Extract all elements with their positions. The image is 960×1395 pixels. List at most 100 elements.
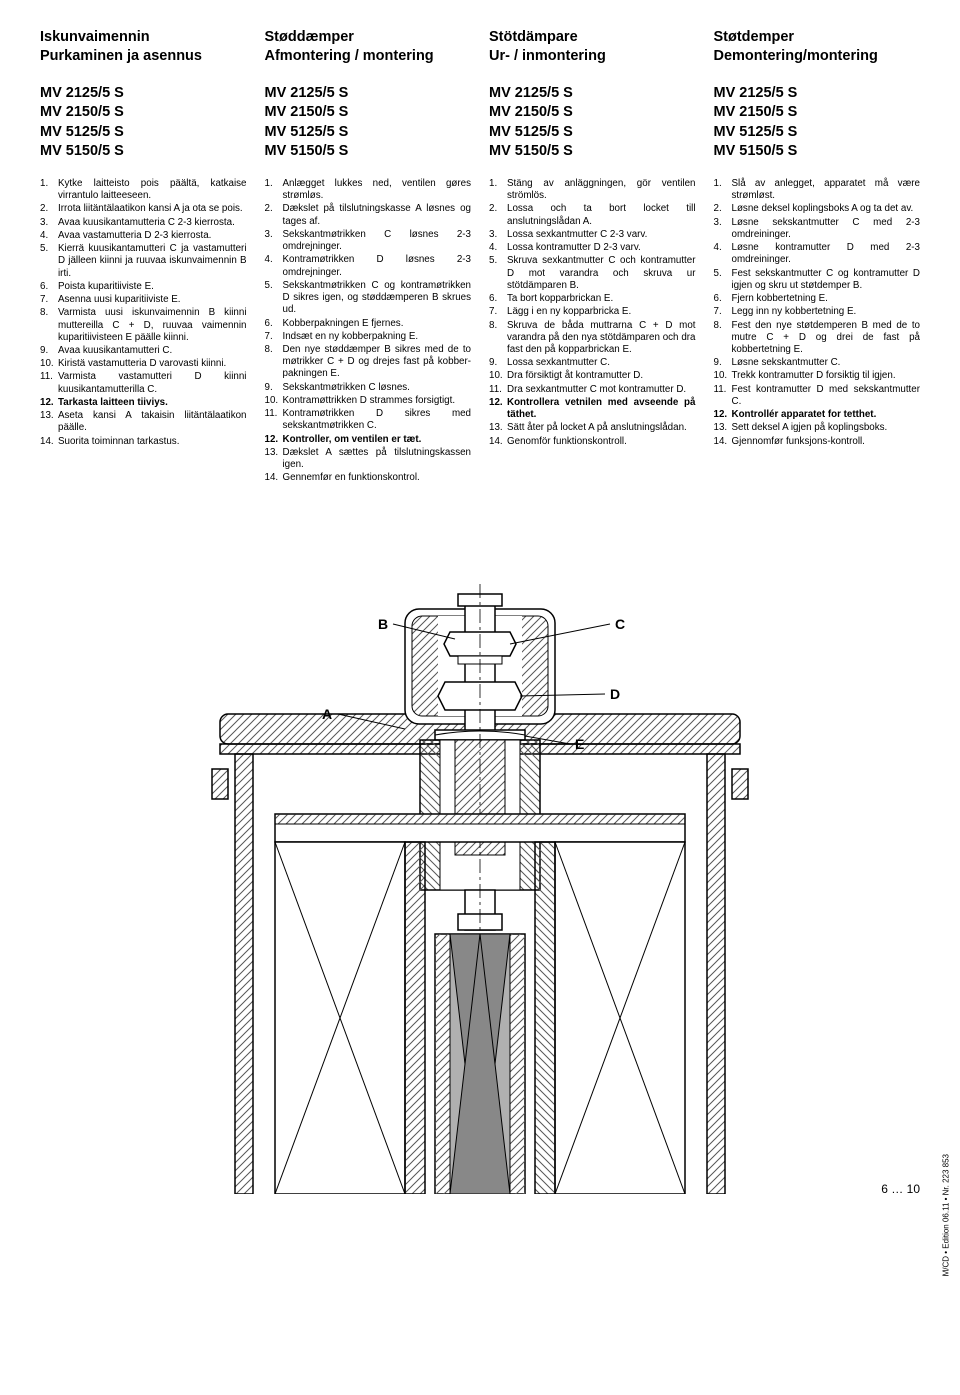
step-text: Suorita toiminnan tarkastus. bbox=[58, 436, 247, 448]
step-text: Trekk kontramutter D forsiktig til igjen… bbox=[732, 370, 921, 382]
step-item: 6.Ta bort kopparbrickan E. bbox=[489, 293, 696, 305]
step-number: 1. bbox=[265, 178, 283, 202]
step-number: 2. bbox=[40, 203, 58, 215]
model: MV 2125/5 S bbox=[265, 84, 472, 104]
label-d: D bbox=[610, 686, 620, 702]
step-text: Gjennomfør funksjons-kontroll. bbox=[732, 436, 921, 448]
step-item: 12.Tarkasta laitteen tiiviys. bbox=[40, 397, 247, 409]
step-item: 2.Løsne deksel koplingsboks A og ta det … bbox=[714, 203, 921, 215]
model: MV 5150/5 S bbox=[714, 142, 921, 162]
step-text: Kontrollera vetnilen med avseende på tät… bbox=[507, 397, 696, 421]
step-item: 10.Kiristä vastamutteria D varovasti kii… bbox=[40, 358, 247, 370]
step-number: 6. bbox=[714, 293, 732, 305]
step-item: 7.Lägg i en ny kopparbricka E. bbox=[489, 306, 696, 318]
step-number: 5. bbox=[714, 268, 732, 292]
model: MV 2125/5 S bbox=[489, 84, 696, 104]
step-text: Kontrollér apparatet for tetthet. bbox=[732, 409, 921, 421]
step-item: 13.Dækslet A sættes på tilslutningskasse… bbox=[265, 447, 472, 471]
step-text: Skruva sexkantmutter C och kontramutter … bbox=[507, 255, 696, 292]
step-item: 2.Lossa och ta bort locket till anslutni… bbox=[489, 203, 696, 227]
model: MV 5150/5 S bbox=[489, 142, 696, 162]
step-text: Avaa kuusikantamutteri C. bbox=[58, 345, 247, 357]
step-number: 4. bbox=[265, 254, 283, 278]
step-text: Stäng av anläggningen, gör ventilen strö… bbox=[507, 178, 696, 202]
step-number: 12. bbox=[265, 434, 283, 446]
step-item: 11.Fest kontramutter D med sekskantmutte… bbox=[714, 384, 921, 408]
step-item: 11.Varmista vastamutteri D kiinni kuusik… bbox=[40, 371, 247, 395]
step-item: 8.Skruva de båda muttrarna C + D mot var… bbox=[489, 320, 696, 357]
step-item: 3.Løsne sekskantmutter C med 2-3 omdrein… bbox=[714, 217, 921, 241]
step-number: 8. bbox=[714, 320, 732, 357]
step-text: Dra sexkantmutter C mot kontramutter D. bbox=[507, 384, 696, 396]
step-number: 1. bbox=[40, 178, 58, 202]
step-item: 1.Anlægget lukkes ned, ventilen gøres st… bbox=[265, 178, 472, 202]
step-item: 1.Stäng av anläggningen, gör ventilen st… bbox=[489, 178, 696, 202]
step-text: Varmista vastamutteri D kiinni kuusikant… bbox=[58, 371, 247, 395]
step-number: 11. bbox=[714, 384, 732, 408]
model: MV 5125/5 S bbox=[265, 123, 472, 143]
step-text: Kontroller, om ventilen er tæt. bbox=[283, 434, 472, 446]
col-models: MV 2125/5 S MV 2150/5 S MV 5125/5 S MV 5… bbox=[265, 84, 472, 162]
step-number: 13. bbox=[714, 422, 732, 434]
step-number: 1. bbox=[489, 178, 507, 202]
model: MV 5150/5 S bbox=[40, 142, 247, 162]
step-item: 10.Kontramøttrikken D strammes forsigtig… bbox=[265, 395, 472, 407]
step-text: Gennemfør en funktionskontrol. bbox=[283, 472, 472, 484]
step-text: Kontramøtrikken D løsnes 2-3 omdrejninge… bbox=[283, 254, 472, 278]
step-number: 12. bbox=[714, 409, 732, 421]
col-title: StøddæmperAfmontering / montering bbox=[265, 28, 472, 66]
step-item: 14.Gjennomfør funksjons-kontroll. bbox=[714, 436, 921, 448]
model: MV 5125/5 S bbox=[489, 123, 696, 143]
step-text: Tarkasta laitteen tiiviys. bbox=[58, 397, 247, 409]
step-number: 9. bbox=[489, 357, 507, 369]
page-number: 6 … 10 bbox=[881, 1182, 920, 1196]
step-number: 4. bbox=[489, 242, 507, 254]
step-text: Lägg i en ny kopparbricka E. bbox=[507, 306, 696, 318]
step-number: 7. bbox=[489, 306, 507, 318]
model: MV 2150/5 S bbox=[714, 103, 921, 123]
columns-container: IskunvaimenninPurkaminen ja asennus MV 2… bbox=[40, 28, 920, 486]
step-number: 12. bbox=[40, 397, 58, 409]
step-text: Kiristä vastamutteria D varovasti kiinni… bbox=[58, 358, 247, 370]
step-item: 14.Suorita toiminnan tarkastus. bbox=[40, 436, 247, 448]
col-title: StøtdemperDemontering/montering bbox=[714, 28, 921, 66]
step-number: 13. bbox=[40, 410, 58, 434]
step-text: Sätt åter på locket A på anslutningslåda… bbox=[507, 422, 696, 434]
step-item: 7.Indsæt en ny kobberpakning E. bbox=[265, 331, 472, 343]
step-number: 9. bbox=[714, 357, 732, 369]
col-models: MV 2125/5 S MV 2150/5 S MV 5125/5 S MV 5… bbox=[714, 84, 921, 162]
step-item: 4.Kontramøtrikken D løsnes 2-3 omdrejnin… bbox=[265, 254, 472, 278]
step-number: 3. bbox=[714, 217, 732, 241]
step-item: 12.Kontrollera vetnilen med avseende på … bbox=[489, 397, 696, 421]
column-fi: IskunvaimenninPurkaminen ja asennus MV 2… bbox=[40, 28, 247, 486]
step-number: 14. bbox=[714, 436, 732, 448]
step-number: 5. bbox=[489, 255, 507, 292]
step-item: 9.Sekskantmøtrikken C løsnes. bbox=[265, 382, 472, 394]
step-number: 13. bbox=[489, 422, 507, 434]
step-text: Løsne deksel koplingsboks A og ta det av… bbox=[732, 203, 921, 215]
step-item: 3.Lossa sexkantmutter C 2-3 varv. bbox=[489, 229, 696, 241]
step-item: 3.Avaa kuusikantamutteria C 2-3 kierrost… bbox=[40, 217, 247, 229]
column-da: StøddæmperAfmontering / montering MV 212… bbox=[265, 28, 472, 486]
step-number: 11. bbox=[489, 384, 507, 396]
column-sv: StötdämpareUr- / inmontering MV 2125/5 S… bbox=[489, 28, 696, 486]
step-number: 8. bbox=[265, 344, 283, 381]
step-text: Avaa kuusikantamutteria C 2-3 kierrosta. bbox=[58, 217, 247, 229]
step-text: Sekskantmøtrikken C og kontramøtrikken D… bbox=[283, 280, 472, 317]
model: MV 2150/5 S bbox=[40, 103, 247, 123]
step-text: Sekskantmøtrikken C løsnes. bbox=[283, 382, 472, 394]
step-text: Kobberpakningen E fjernes. bbox=[283, 318, 472, 330]
step-number: 10. bbox=[40, 358, 58, 370]
step-number: 4. bbox=[40, 230, 58, 242]
step-item: 9.Løsne sekskantmutter C. bbox=[714, 357, 921, 369]
step-item: 14.Gennemfør en funktionskontrol. bbox=[265, 472, 472, 484]
step-text: Ta bort kopparbrickan E. bbox=[507, 293, 696, 305]
step-item: 8.Den nye støddæmper B sikres med de to … bbox=[265, 344, 472, 381]
step-number: 2. bbox=[265, 203, 283, 227]
step-item: 6.Poista kuparitiiviste E. bbox=[40, 281, 247, 293]
col-models: MV 2125/5 S MV 2150/5 S MV 5125/5 S MV 5… bbox=[489, 84, 696, 162]
model: MV 2150/5 S bbox=[265, 103, 472, 123]
step-item: 12.Kontroller, om ventilen er tæt. bbox=[265, 434, 472, 446]
step-number: 10. bbox=[265, 395, 283, 407]
step-number: 10. bbox=[489, 370, 507, 382]
